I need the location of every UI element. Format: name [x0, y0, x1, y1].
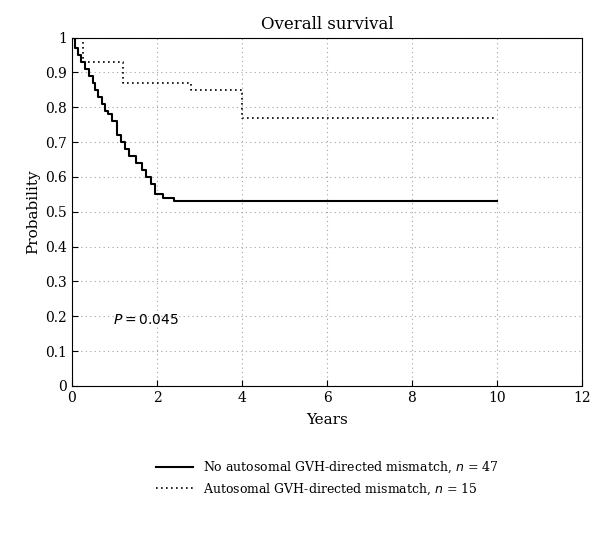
Title: Overall survival: Overall survival: [260, 16, 394, 33]
X-axis label: Years: Years: [306, 413, 348, 427]
Legend: No autosomal GVH-directed mismatch, $n$ = 47, Autosomal GVH-directed mismatch, $: No autosomal GVH-directed mismatch, $n$ …: [151, 455, 503, 502]
Text: $P = 0.045$: $P = 0.045$: [113, 313, 179, 327]
Y-axis label: Probability: Probability: [26, 169, 40, 254]
